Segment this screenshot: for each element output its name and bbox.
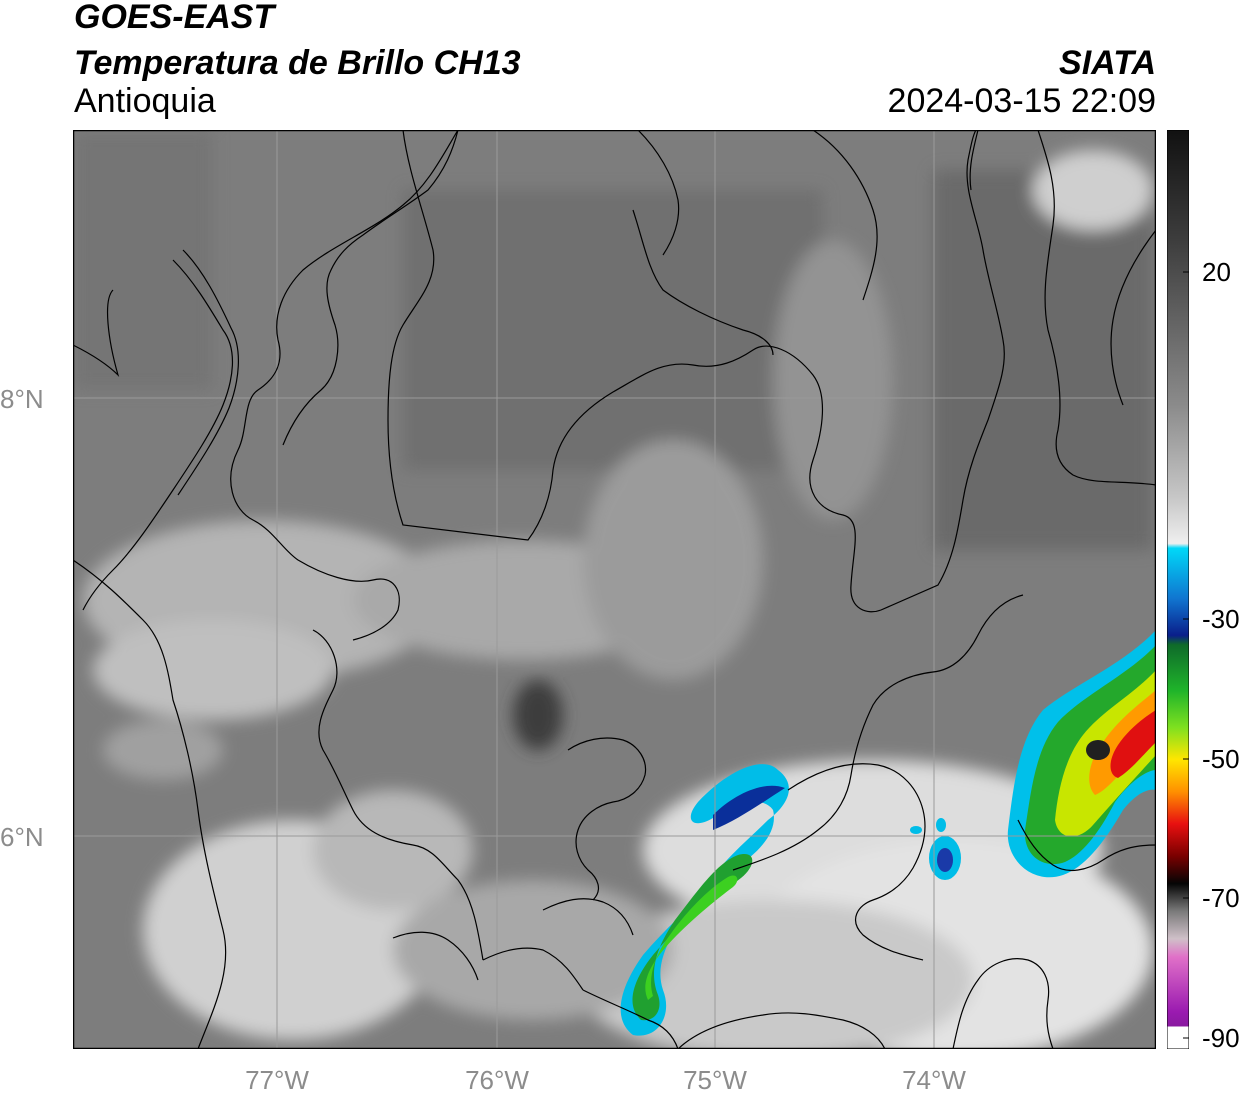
storm-cluster-east xyxy=(1007,630,1156,878)
datetime-label: 2024-03-15 22:09 xyxy=(887,82,1156,120)
lon-label-74w: 74°W xyxy=(902,1065,966,1095)
lat-label-8n: 8°N xyxy=(0,384,44,414)
storm-cell-small xyxy=(910,818,961,880)
region-label: Antioquia xyxy=(74,82,216,120)
satellite-map xyxy=(73,130,1156,1049)
satellite-title: GOES-EAST xyxy=(74,0,275,36)
colorbar-label-minus50: -50 xyxy=(1202,744,1240,774)
product-title: Temperatura de Brillo CH13 xyxy=(74,44,521,82)
colorbar-label-20: 20 xyxy=(1202,257,1231,287)
lat-label-6n: 6°N xyxy=(0,822,44,852)
lon-label-77w: 77°W xyxy=(245,1065,309,1095)
coastline-and-borders xyxy=(73,130,1156,1049)
lon-label-76w: 76°W xyxy=(465,1065,529,1095)
colorbar-ticks xyxy=(1183,271,1189,1039)
cold-cloud-tops xyxy=(620,630,1156,1036)
lon-label-75w: 75°W xyxy=(683,1065,747,1095)
map-frame xyxy=(73,130,1156,1049)
organization-label: SIATA xyxy=(1059,44,1156,82)
gridlines xyxy=(73,130,1156,1049)
colorbar-label-minus90: -90 xyxy=(1202,1023,1240,1053)
colorbar-label-minus30: -30 xyxy=(1202,604,1240,634)
colorbar-label-minus70: -70 xyxy=(1202,883,1240,913)
colorbar xyxy=(1167,130,1189,1049)
storm-cluster-central xyxy=(620,764,789,1036)
